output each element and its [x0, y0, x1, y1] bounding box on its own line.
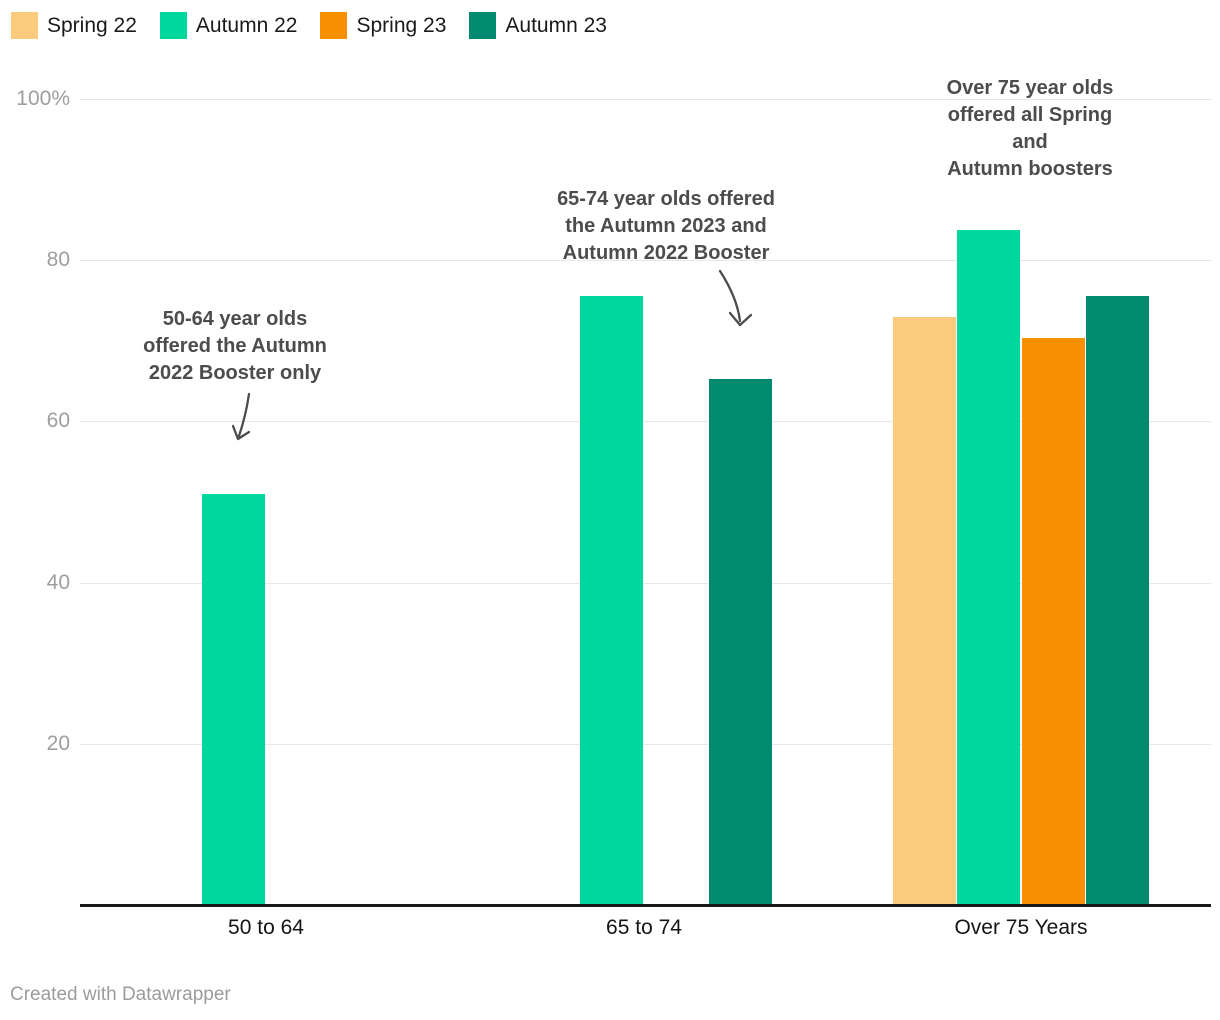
y-axis-tick-label: 40	[46, 570, 70, 594]
bar-autumn-22	[957, 229, 1021, 905]
y-axis-tick-label: 20	[46, 731, 70, 755]
legend-item-label: Spring 22	[47, 13, 137, 37]
gridline	[80, 260, 1211, 262]
legend-item-label: Autumn 22	[195, 13, 298, 37]
chart-annotation: Over 75 year olds offered all Spring and…	[946, 77, 1114, 180]
x-category-label: 65 to 74	[606, 916, 682, 939]
chart-legend: Spring 22 Autumn 22 Spring 23 Autumn 23	[11, 12, 607, 39]
legend-swatch	[11, 12, 38, 39]
legend-item-label: Spring 23	[356, 13, 447, 37]
gridline	[80, 99, 1211, 100]
x-category-label: Over 75 Years	[954, 916, 1088, 939]
chart-annotation: 50-64 year olds offered the Autumn 2022 …	[143, 308, 327, 384]
credit-text: Created with Datawrapper	[10, 984, 231, 1005]
legend-item: Spring 23	[320, 12, 446, 39]
legend-swatch	[469, 12, 497, 39]
gridline	[80, 743, 1211, 745]
bar-spring-22	[892, 316, 956, 905]
legend-item: Spring 22	[11, 12, 137, 39]
bar-spring-23	[1021, 337, 1085, 905]
y-axis-tick-label: 100%	[16, 87, 70, 110]
x-axis-line	[80, 904, 1211, 907]
bar-autumn-22	[580, 296, 644, 905]
y-axis-tick-label: 80	[46, 248, 70, 272]
chart-annotation: 65-74 year olds offered the Autumn 2023 …	[557, 188, 775, 264]
legend-item: Autumn 22	[159, 12, 298, 39]
legend-item-label: Autumn 23	[505, 13, 607, 37]
bar-autumn-23	[1086, 295, 1150, 905]
gridline	[80, 421, 1211, 423]
bar-autumn-23	[709, 379, 773, 905]
x-category-label: 50 to 64	[228, 916, 304, 939]
legend-item: Autumn 23	[469, 12, 607, 39]
y-axis-tick-label: 60	[46, 409, 70, 433]
bar-autumn-22	[202, 493, 266, 905]
legend-swatch	[320, 12, 348, 39]
gridline	[80, 582, 1211, 584]
legend-swatch	[159, 12, 187, 39]
